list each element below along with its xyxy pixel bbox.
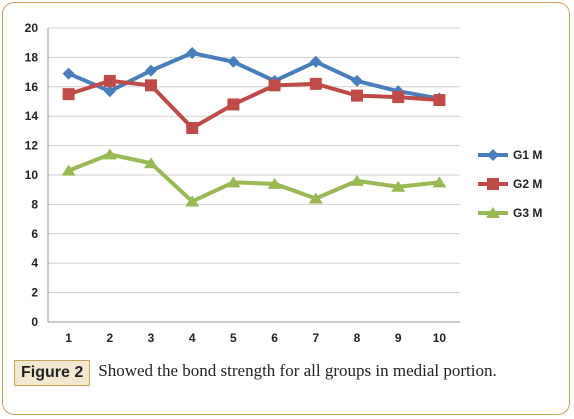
y-tick-label: 6	[31, 227, 38, 241]
data-point	[62, 67, 75, 80]
data-point	[102, 148, 117, 160]
data-point	[186, 121, 199, 134]
data-point	[103, 74, 116, 87]
series-g3-m	[61, 148, 447, 207]
y-tick-label: 14	[25, 109, 39, 123]
data-point	[309, 55, 322, 68]
y-tick-label: 2	[31, 286, 38, 300]
figure-caption: Figure 2 Showed the bond strength for all…	[14, 360, 554, 386]
legend-label: G1 M	[513, 148, 542, 162]
y-tick-label: 8	[31, 197, 38, 211]
data-point	[308, 192, 323, 204]
x-axis-ticks: 1 2 3 4 5 6 7 8 9 10	[65, 331, 446, 345]
series-g1-m	[62, 46, 446, 105]
x-tick-label: 9	[395, 331, 402, 345]
legend-label: G3 M	[513, 206, 542, 220]
x-tick-label: 6	[271, 331, 278, 345]
series-g2-m	[62, 74, 446, 134]
legend-marker	[486, 207, 500, 218]
x-tick-label: 10	[433, 331, 447, 345]
figure-label: Figure 2	[14, 360, 91, 386]
data-point	[268, 79, 281, 92]
legend-marker	[487, 178, 499, 190]
data-point	[392, 91, 405, 104]
y-tick-label: 18	[25, 50, 39, 64]
legend-label: G2 M	[513, 177, 542, 191]
y-tick-label: 20	[25, 21, 39, 35]
legend-item: G3 M	[478, 206, 542, 220]
y-tick-label: 10	[25, 168, 39, 182]
x-tick-label: 4	[189, 331, 196, 345]
data-point	[186, 46, 199, 59]
data-point	[62, 88, 75, 101]
data-point	[145, 79, 157, 92]
y-tick-label: 12	[25, 139, 39, 153]
data-point	[227, 98, 240, 111]
x-tick-label: 1	[65, 331, 72, 345]
axes	[47, 28, 460, 323]
x-tick-label: 5	[230, 331, 237, 345]
data-point	[185, 195, 200, 207]
x-tick-label: 8	[354, 331, 361, 345]
figure-frame	[2, 2, 570, 415]
x-tick-label: 7	[312, 331, 319, 345]
data-point	[350, 174, 364, 186]
y-axis-ticks: 0 2 4 6 8 10 12 14 16 18 20	[25, 21, 39, 329]
x-tick-label: 2	[106, 331, 113, 345]
data-point	[227, 55, 240, 68]
data-point	[309, 77, 322, 90]
data-point	[103, 85, 116, 98]
series-group	[61, 46, 447, 207]
legend-marker	[487, 149, 499, 161]
y-tick-label: 16	[25, 80, 39, 94]
series-line	[67, 152, 440, 204]
y-tick-label: 4	[31, 256, 38, 270]
data-point	[145, 64, 157, 77]
y-tick-label: 0	[31, 315, 38, 329]
data-point	[433, 94, 446, 107]
data-point	[351, 89, 363, 102]
legend-item: G1 M	[478, 148, 542, 162]
data-point	[267, 177, 282, 189]
data-point	[432, 176, 447, 188]
data-point	[391, 180, 406, 192]
x-tick-label: 3	[148, 331, 155, 345]
data-point	[226, 176, 241, 188]
grid-lines	[48, 27, 460, 294]
data-point	[351, 74, 363, 87]
data-point	[144, 157, 158, 169]
series-line	[67, 78, 440, 130]
legend-item: G2 M	[478, 177, 542, 191]
data-point	[61, 164, 76, 176]
legend: G1 M G2 M G3 M	[478, 148, 542, 220]
series-line	[67, 50, 440, 101]
caption-text: Showed the bond strength for all groups …	[98, 361, 497, 380]
